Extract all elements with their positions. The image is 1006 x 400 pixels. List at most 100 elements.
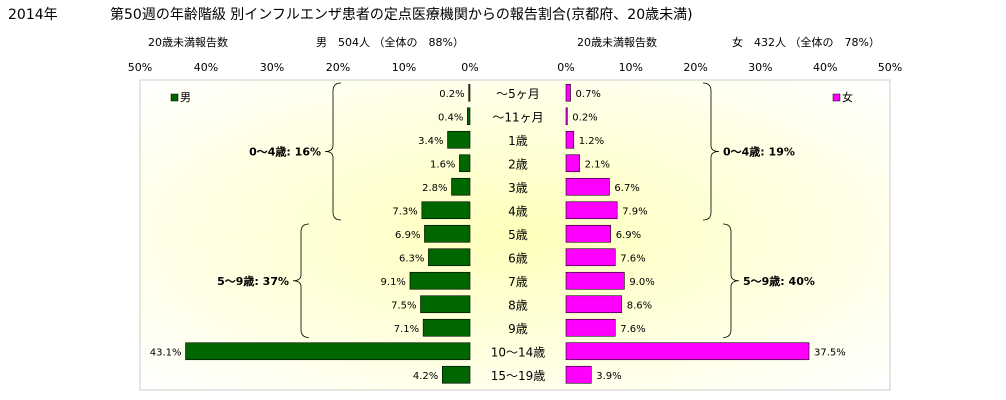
category-label: 6歳 xyxy=(508,251,528,265)
legend-right-swatch xyxy=(832,93,841,102)
left-bar xyxy=(420,295,471,314)
category-label: 15～19歳 xyxy=(491,369,546,383)
right-bar xyxy=(565,83,571,102)
left-bar xyxy=(428,248,471,267)
left-value-label: 0.4% xyxy=(438,112,463,123)
right-header-label: 20歳未満報告数 xyxy=(577,36,657,49)
left-bar xyxy=(422,318,471,337)
left-bar xyxy=(185,342,471,361)
year-label: 2014年 xyxy=(8,7,58,23)
group-brace xyxy=(702,82,720,221)
right-value-label: 9.0% xyxy=(629,277,654,288)
left-bar xyxy=(467,107,471,126)
right-axis-tick-label: 20% xyxy=(683,61,707,74)
right-axis-tick-label: 50% xyxy=(878,61,902,74)
category-labels: ～5ヶ月 ～11ヶ月 1歳 2歳 3歳 4歳 5歳 6歳 7歳 8歳 9歳 10～14歳 15～19歳 xyxy=(491,87,546,383)
left-value-label: 2.8% xyxy=(422,183,447,194)
right-group-label: 5～9歳: 40% xyxy=(743,274,815,288)
left-bar xyxy=(468,83,471,102)
left-header-label: 20歳未満報告数 xyxy=(148,36,228,49)
legend-left: 男 xyxy=(170,91,191,104)
left-axis-tick-label: 10% xyxy=(392,61,416,74)
right-group-label: 0～4歳: 19% xyxy=(723,145,795,159)
right-value-label: 37.5% xyxy=(814,347,846,358)
category-label: 9歳 xyxy=(508,322,528,336)
category-label: 4歳 xyxy=(508,204,528,218)
right-bar xyxy=(565,201,618,220)
right-value-label: 7.6% xyxy=(620,253,645,264)
left-group-label: 0～4歳: 16% xyxy=(249,145,321,159)
right-bar xyxy=(565,177,610,196)
left-header-value: 男 504人 （全体の 88%） xyxy=(316,35,464,49)
right-bar xyxy=(565,271,625,290)
left-value-label: 7.3% xyxy=(392,206,417,217)
right-bar xyxy=(565,130,575,149)
left-value-label: 1.6% xyxy=(430,159,455,170)
left-axis-tick-label: 40% xyxy=(194,61,218,74)
left-axis-tick-label: 0% xyxy=(461,61,478,74)
right-value-label: 8.6% xyxy=(627,300,652,311)
left-bar xyxy=(421,201,471,220)
plot-area-background xyxy=(139,79,891,391)
right-axis-tick-label: 30% xyxy=(748,61,772,74)
right-bar xyxy=(565,248,616,267)
left-bar xyxy=(451,177,471,196)
right-value-label: 6.7% xyxy=(614,183,639,194)
bars-layer: 0.2% 0.4% 3.4% 1.6% 2.8% 7.3% 6.9% 6.3% 9.1% 7.5%… xyxy=(150,83,846,384)
category-label: 8歳 xyxy=(508,298,528,312)
right-axis-tick-label: 40% xyxy=(813,61,837,74)
left-bar xyxy=(447,130,471,149)
legend-left-label: 男 xyxy=(180,91,191,104)
right-value-label: 0.7% xyxy=(576,89,601,100)
left-group-label: 5～9歳: 37% xyxy=(217,274,289,288)
right-header-value: 女 432人 （全体の 78%） xyxy=(732,35,880,49)
right-value-label: 0.2% xyxy=(572,112,597,123)
right-bar xyxy=(565,365,592,384)
right-bar xyxy=(565,318,616,337)
category-label: 2歳 xyxy=(508,157,528,171)
chart-title: 第50週の年齢階級 別インフルエンザ患者の定点医療機関からの報告割合(京都府、2… xyxy=(110,6,693,23)
left-value-label: 7.1% xyxy=(394,324,419,335)
left-bar xyxy=(459,154,471,173)
left-value-label: 43.1% xyxy=(150,347,182,358)
legend-right-label: 女 xyxy=(842,90,853,104)
right-bar xyxy=(565,107,568,126)
category-label: 10～14歳 xyxy=(491,345,546,359)
category-label: 3歳 xyxy=(508,181,528,195)
left-value-label: 3.4% xyxy=(418,136,443,147)
right-bar xyxy=(565,295,623,314)
category-label: ～11ヶ月 xyxy=(492,110,543,124)
right-value-label: 6.9% xyxy=(616,230,641,241)
left-value-label: 6.9% xyxy=(395,230,420,241)
right-bar xyxy=(565,342,810,361)
group-brace xyxy=(292,223,310,338)
left-bar xyxy=(424,224,471,243)
left-value-label: 7.5% xyxy=(391,300,416,311)
right-value-label: 1.2% xyxy=(579,136,604,147)
right-value-label: 2.1% xyxy=(585,159,610,170)
legend-right: 女 xyxy=(832,90,853,104)
right-bar xyxy=(565,154,580,173)
left-bar xyxy=(441,365,471,384)
left-bar xyxy=(409,271,471,290)
right-axis-tick-label: 0% xyxy=(557,61,574,74)
group-brace xyxy=(324,82,342,221)
left-axis-tick-label: 50% xyxy=(128,61,152,74)
right-axis-tick-label: 10% xyxy=(619,61,643,74)
right-value-label: 7.6% xyxy=(620,324,645,335)
category-label: 1歳 xyxy=(508,134,528,148)
group-brace xyxy=(722,223,740,338)
left-value-label: 6.3% xyxy=(399,253,424,264)
left-axis-tick-label: 20% xyxy=(326,61,350,74)
legend-left-swatch xyxy=(170,93,179,102)
left-axis-tick-label: 30% xyxy=(260,61,284,74)
left-axis-ticks: 50% 40% 30% 20% 10% 0% xyxy=(128,61,479,74)
left-value-label: 4.2% xyxy=(413,371,438,382)
right-axis-ticks: 0% 10% 20% 30% 40% 50% xyxy=(557,61,902,74)
right-value-label: 7.9% xyxy=(622,206,647,217)
left-value-label: 9.1% xyxy=(381,277,406,288)
left-value-label: 0.2% xyxy=(439,89,464,100)
right-bar xyxy=(565,224,612,243)
category-label: ～5ヶ月 xyxy=(496,87,540,101)
